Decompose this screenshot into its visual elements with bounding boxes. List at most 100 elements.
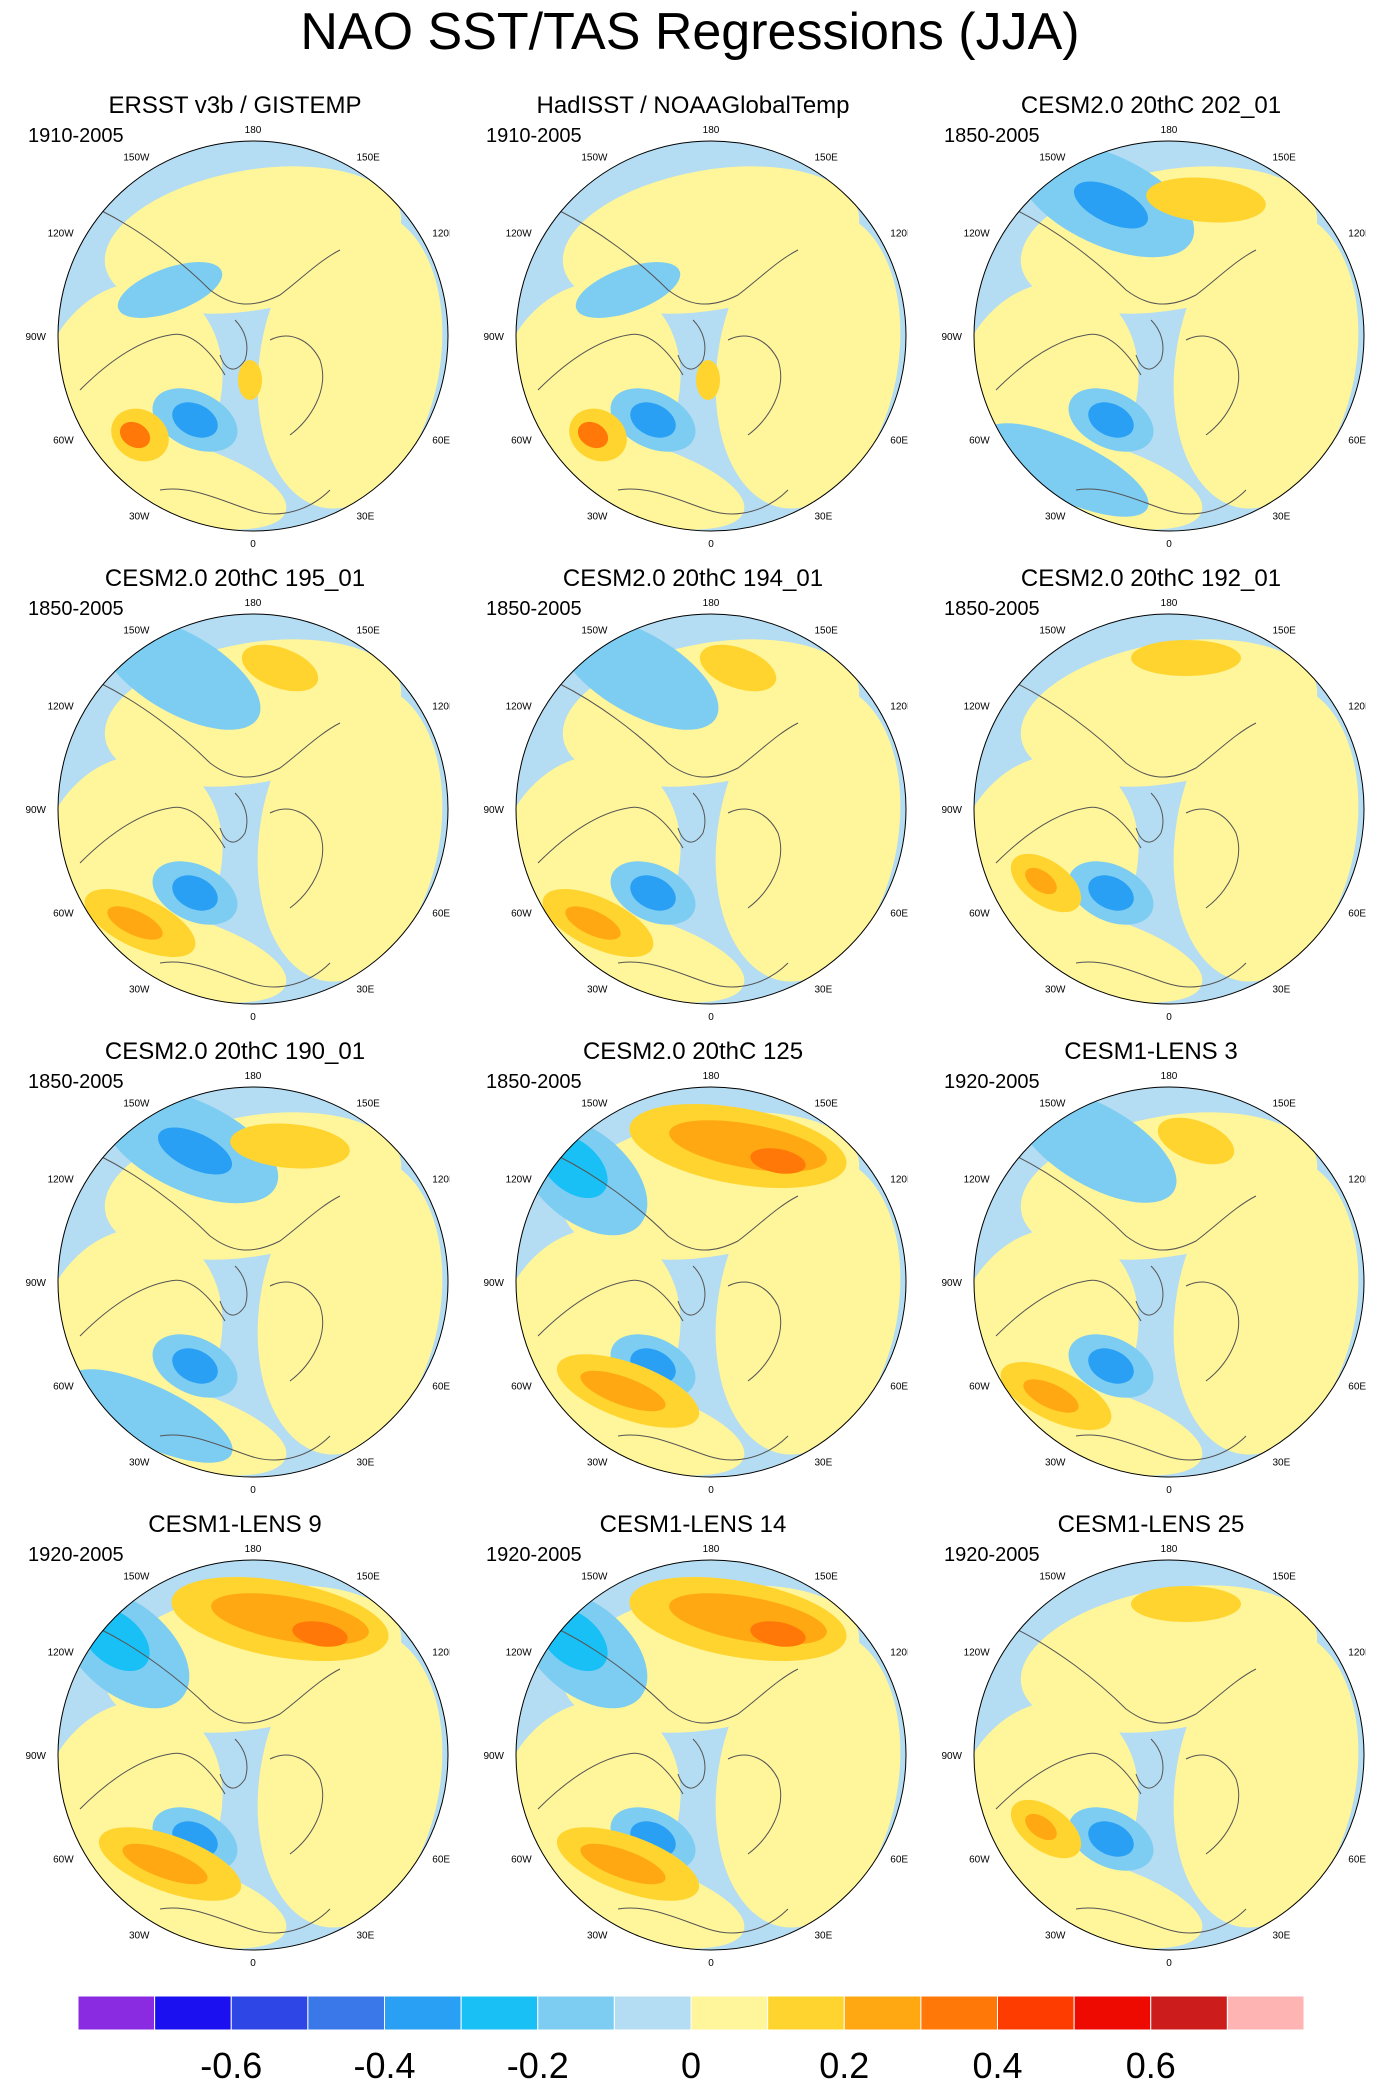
polar-map: 180150E120E90E60E30E030W60W90W120W150W (483, 598, 908, 1023)
longitude-label: 150E (1273, 1099, 1297, 1110)
coastline (1015, 1628, 1257, 1724)
coastline (995, 333, 1142, 391)
longitude-label: 180 (703, 125, 720, 136)
longitude-label: 60W (969, 909, 990, 920)
warm-anomaly (230, 1123, 350, 1169)
longitude-label: 60W (53, 909, 74, 920)
longitude-label: 0 (250, 1485, 256, 1496)
longitude-label: 180 (1161, 125, 1178, 136)
colorbar-swatch (384, 1995, 462, 2031)
panel-period: 1920-2005 (944, 1544, 1040, 1566)
longitude-label: 60W (511, 436, 532, 447)
colorbar-swatch (307, 1995, 386, 2031)
colorbar-swatch (1073, 1995, 1152, 2031)
longitude-label: 150E (357, 1099, 381, 1110)
longitude-label: 90W (483, 332, 504, 343)
longitude-label: 90W (483, 805, 504, 816)
longitude-label: 30E (1273, 511, 1291, 522)
colorbar-swatch (843, 1995, 922, 2031)
warm-anomaly (1025, 1813, 1057, 1841)
coastline (557, 1628, 799, 1724)
warm-region (1173, 1630, 1359, 1928)
longitude-label: 0 (1166, 1958, 1172, 1969)
longitude-label: 60E (432, 909, 450, 920)
polar-map: 180150E120E90E60E30E030W60W90W120W150W (941, 1071, 1366, 1496)
colorbar-swatch (690, 1995, 769, 2031)
colorbar-tick-label: -0.4 (353, 2045, 415, 2086)
coastline (1075, 1434, 1247, 1461)
longitude-label: 150E (357, 626, 381, 637)
polar-map: 180150E120E90E60E30E030W60W90W120W150W (941, 1544, 1366, 1969)
longitude-label: 180 (1161, 1544, 1178, 1555)
longitude-label: 30W (129, 984, 150, 995)
panel-period: 1910-2005 (28, 125, 124, 147)
coastline (1135, 1738, 1164, 1789)
longitude-label: 60E (1348, 909, 1366, 920)
longitude-label: 180 (703, 1071, 720, 1082)
warm-anomaly (292, 1621, 348, 1647)
colorbar-swatch (613, 1995, 692, 2031)
coastline (995, 1279, 1142, 1337)
panel-title: CESM2.0 20thC 202_01 (1020, 92, 1282, 119)
longitude-label: 150W (581, 1099, 608, 1110)
longitude-label: 120W (964, 1175, 991, 1186)
panel-title: CESM1-LENS 9 (148, 1511, 322, 1538)
longitude-label: 90W (941, 1751, 962, 1762)
map-boundary (515, 613, 907, 1005)
longitude-label: 120E (432, 1648, 450, 1659)
cool-anomaly (67, 1369, 233, 1463)
warm-region (715, 1157, 901, 1455)
panel-period: 1850-2005 (486, 598, 582, 620)
warm-anomaly (241, 644, 319, 692)
longitude-label: 60W (969, 1382, 990, 1393)
warm-anomaly (1157, 1117, 1235, 1165)
warm-anomaly (1131, 1586, 1241, 1622)
longitude-label: 90W (25, 1278, 46, 1289)
coastline (269, 808, 324, 909)
warm-region (516, 1849, 745, 1949)
polar-map: 180150E120E90E60E30E030W60W90W120W150W (483, 125, 908, 550)
longitude-label: 0 (1166, 539, 1172, 550)
warm-anomaly (1131, 640, 1241, 676)
colorbar-swatch (460, 1995, 539, 2031)
colorbar-tick-label: 0.4 (972, 2045, 1022, 2086)
longitude-label: 60W (53, 1382, 74, 1393)
longitude-label: 150E (815, 1572, 839, 1583)
longitude-label: 30W (1045, 1457, 1066, 1468)
coastline (1015, 209, 1257, 305)
colorbar-swatch (1150, 1995, 1228, 2031)
longitude-label: 120E (890, 229, 908, 240)
coastline (99, 1628, 341, 1724)
panel-period: 1850-2005 (28, 1071, 124, 1093)
coastline (99, 1155, 341, 1251)
colorbar-tick-label: -0.6 (200, 2045, 262, 2086)
warm-anomaly (577, 421, 609, 449)
coastline (537, 1752, 684, 1810)
warm-anomaly (580, 1843, 666, 1885)
longitude-label: 180 (245, 125, 262, 136)
cool-anomaly (117, 262, 223, 318)
coastline (1185, 335, 1240, 436)
colorbar-tick-label: 0.2 (819, 2045, 869, 2086)
coastline (159, 1434, 331, 1461)
longitude-label: 60E (890, 909, 908, 920)
longitude-label: 120W (506, 702, 533, 713)
coastline (1185, 1754, 1240, 1855)
longitude-label: 150W (581, 1572, 608, 1583)
longitude-label: 30E (357, 511, 375, 522)
longitude-label: 180 (1161, 1071, 1178, 1082)
panel-title: CESM2.0 20thC 192_01 (1020, 565, 1282, 592)
coastline (1135, 1265, 1164, 1316)
longitude-label: 180 (703, 598, 720, 609)
warm-region (257, 684, 443, 982)
colorbar-swatch (997, 1995, 1075, 2031)
coastline (219, 1738, 248, 1789)
cool-anomaly (1088, 1348, 1134, 1384)
map-boundary (57, 1559, 449, 1951)
coastline (159, 488, 331, 515)
warm-anomaly (119, 421, 151, 449)
warm-region (516, 1376, 745, 1476)
warm-anomaly (750, 1621, 806, 1647)
panel-title: CESM2.0 20thC 125 (582, 1038, 804, 1065)
longitude-label: 30W (587, 984, 608, 995)
